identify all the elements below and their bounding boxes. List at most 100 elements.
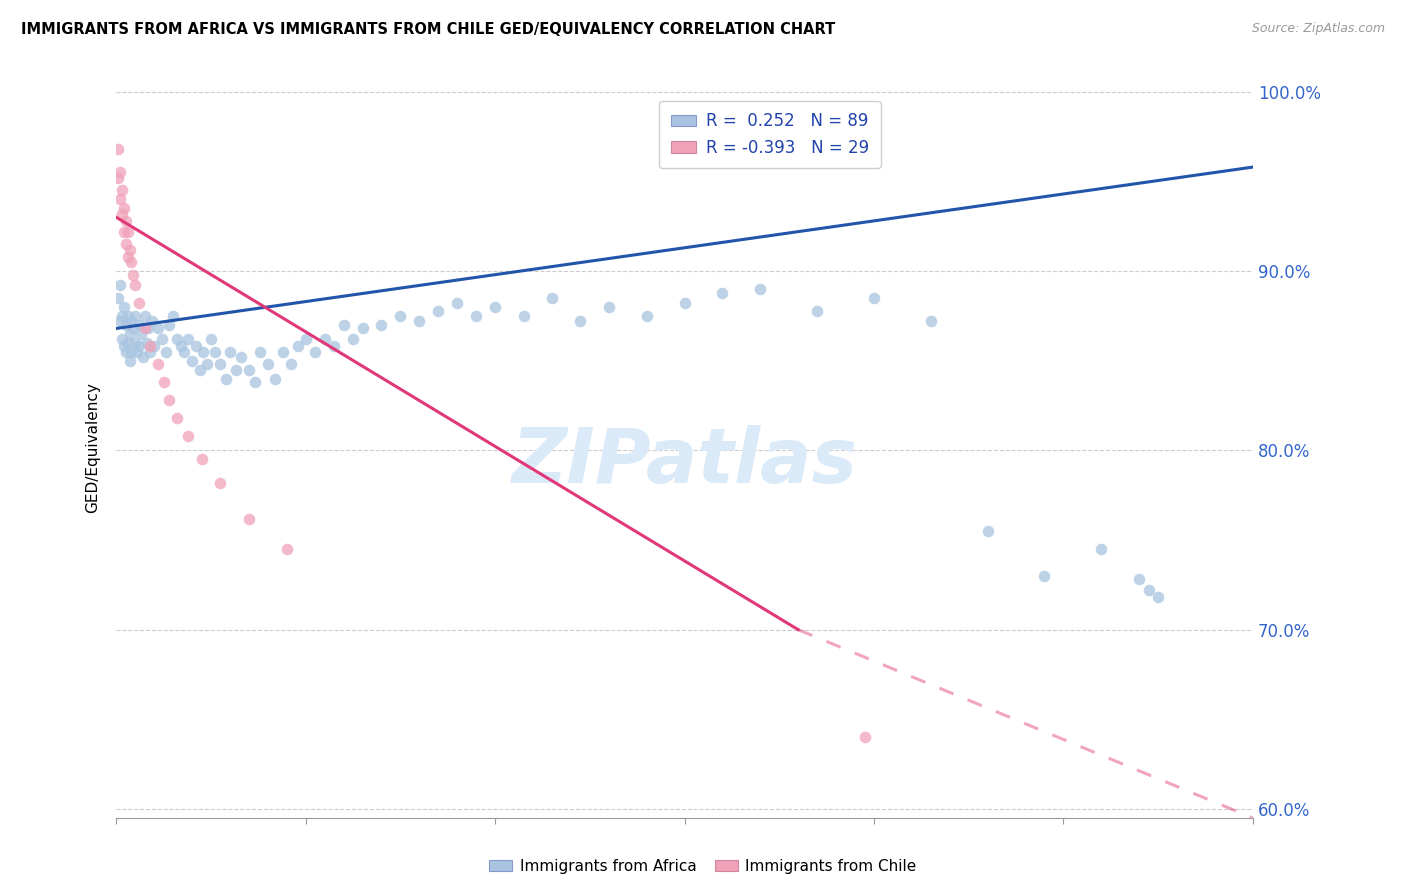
Point [118,326,141,341]
Point [294,332,316,346]
Point [107,291,129,305]
Text: Source: ZipAtlas.com: Source: ZipAtlas.com [1251,22,1385,36]
Point [132,350,155,364]
Point [264,372,287,386]
Point [446,296,468,310]
Point [314,332,336,346]
Legend: Immigrants from Africa, Immigrants from Chile: Immigrants from Africa, Immigrants from … [484,853,922,880]
Point [117,309,139,323]
Point [118,353,141,368]
Point [976,524,998,538]
Point [124,309,146,323]
Point [117,250,139,264]
Text: ZIPatlas: ZIPatlas [512,425,858,500]
Point [118,243,141,257]
Point [141,314,163,328]
Point [124,335,146,350]
Point [673,296,696,310]
Point [146,321,169,335]
Point [162,309,184,323]
Point [166,411,188,425]
Point [108,165,131,179]
Point [128,296,150,310]
Point [806,303,828,318]
Point [287,339,309,353]
Point [114,318,136,332]
Point [280,357,302,371]
Point [1033,569,1056,583]
Point [122,321,145,335]
Point [243,376,266,390]
Point [128,318,150,332]
Point [188,362,211,376]
Point [853,731,876,745]
Point [177,332,200,346]
Point [181,353,204,368]
Point [129,326,152,341]
Point [863,291,886,305]
Point [135,335,157,350]
Point [111,309,134,323]
Point [112,202,135,216]
Point [484,300,506,314]
Point [112,300,135,314]
Point [112,225,135,239]
Point [200,332,222,346]
Point [256,357,278,371]
Point [139,344,162,359]
Point [111,207,134,221]
Point [170,339,193,353]
Point [107,170,129,185]
Point [749,282,772,296]
Point [111,332,134,346]
Point [209,357,232,371]
Point [120,314,142,328]
Point [155,344,177,359]
Point [231,350,253,364]
Point [111,183,134,197]
Point [114,237,136,252]
Point [120,344,142,359]
Point [238,511,260,525]
Point [193,344,215,359]
Point [1147,591,1170,605]
Point [152,376,174,390]
Point [138,321,160,335]
Point [124,278,146,293]
Point [190,452,212,467]
Point [304,344,326,359]
Point [114,214,136,228]
Legend: R =  0.252   N = 89, R = -0.393   N = 29: R = 0.252 N = 89, R = -0.393 N = 29 [659,101,880,169]
Point [352,321,374,335]
Point [117,225,139,239]
Point [173,344,195,359]
Point [150,332,173,346]
Point [128,339,150,353]
Point [332,318,354,332]
Point [204,344,226,359]
Point [134,309,156,323]
Point [107,142,129,156]
Point [108,314,131,328]
Point [370,318,392,332]
Point [219,344,242,359]
Point [1128,573,1150,587]
Point [112,339,135,353]
Point [139,339,162,353]
Point [249,344,271,359]
Point [134,321,156,335]
Point [184,339,207,353]
Point [598,300,620,314]
Point [215,372,238,386]
Point [427,303,450,318]
Point [323,339,346,353]
Point [389,309,412,323]
Y-axis label: GED/Equivalency: GED/Equivalency [86,383,100,513]
Point [276,541,298,556]
Point [177,429,200,443]
Text: IMMIGRANTS FROM AFRICA VS IMMIGRANTS FROM CHILE GED/EQUIVALENCY CORRELATION CHAR: IMMIGRANTS FROM AFRICA VS IMMIGRANTS FRO… [21,22,835,37]
Point [238,362,260,376]
Point [146,357,169,371]
Point [711,285,734,300]
Point [127,344,149,359]
